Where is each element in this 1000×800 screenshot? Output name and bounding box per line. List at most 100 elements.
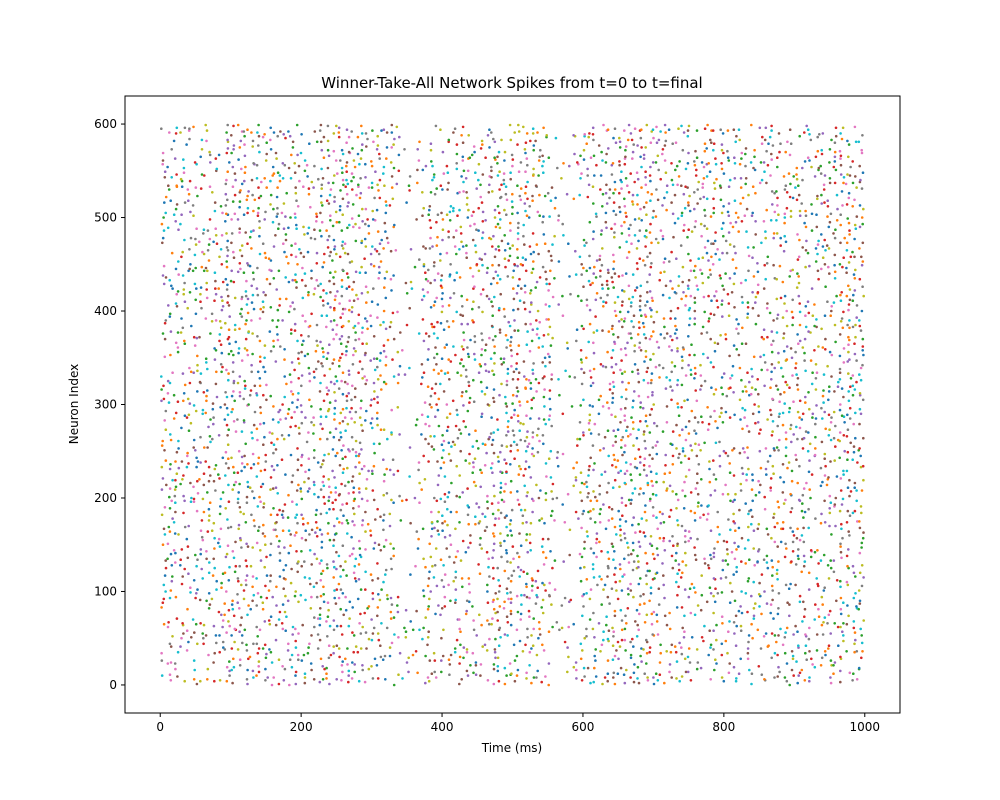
spike-point	[506, 430, 510, 433]
spike-point	[822, 589, 826, 592]
spike-point	[177, 228, 180, 231]
spike-point	[581, 614, 584, 618]
spike-point	[642, 433, 646, 436]
spike-point	[217, 610, 221, 614]
spike-point	[346, 382, 349, 386]
spike-point	[429, 555, 433, 559]
spike-point	[606, 550, 610, 554]
spike-point	[262, 421, 266, 425]
spike-point	[180, 548, 184, 551]
spike-point	[162, 229, 166, 232]
spike-point	[236, 593, 239, 596]
spike-point	[364, 530, 367, 533]
spike-point	[291, 401, 294, 404]
spike-point	[492, 451, 496, 455]
spike-point	[313, 449, 316, 452]
spike-point	[772, 472, 775, 476]
spike-point	[492, 607, 496, 611]
spike-point	[579, 657, 583, 661]
spike-point	[529, 381, 533, 385]
spike-point	[612, 333, 615, 336]
spike-point	[497, 517, 501, 520]
spike-point	[630, 242, 633, 245]
spike-point	[848, 298, 852, 302]
spike-point	[278, 508, 281, 512]
spike-point	[385, 492, 389, 495]
spike-point	[326, 532, 330, 535]
spike-point	[674, 559, 677, 562]
spike-point	[341, 471, 345, 475]
spike-point	[808, 459, 811, 462]
spike-point	[291, 392, 295, 396]
spike-point	[207, 507, 211, 511]
spike-point	[287, 310, 291, 314]
spike-point	[263, 643, 267, 647]
spike-point	[512, 557, 515, 561]
spike-point	[440, 456, 444, 460]
spike-point	[620, 304, 624, 307]
spike-point	[536, 327, 539, 331]
spike-point	[720, 406, 723, 410]
spike-point	[862, 478, 865, 482]
spike-point	[288, 658, 292, 661]
spike-point	[659, 333, 663, 336]
spike-point	[535, 319, 538, 322]
spike-point	[278, 408, 282, 412]
spike-point	[832, 664, 835, 667]
spike-point	[807, 330, 810, 333]
spike-point	[301, 296, 305, 300]
spike-point	[377, 277, 381, 280]
spike-point	[507, 420, 510, 423]
spike-point	[613, 609, 617, 613]
spike-point	[840, 522, 843, 526]
spike-point	[339, 564, 342, 568]
spike-point	[860, 255, 863, 259]
spike-point	[626, 587, 630, 590]
spike-point	[588, 404, 592, 407]
spike-point	[828, 272, 831, 275]
spike-point	[333, 298, 337, 302]
spike-point	[187, 429, 191, 433]
spike-point	[507, 577, 510, 580]
spike-point	[319, 295, 322, 299]
spike-point	[833, 622, 836, 625]
spike-point	[642, 468, 646, 472]
spike-point	[810, 657, 813, 661]
spike-point	[465, 609, 469, 613]
spike-point	[338, 337, 342, 341]
spike-point	[615, 533, 618, 536]
spike-point	[668, 663, 672, 666]
spike-point	[240, 359, 244, 362]
spike-point	[187, 413, 191, 417]
spike-point	[405, 323, 409, 327]
spike-point	[323, 374, 326, 377]
spike-point	[248, 235, 252, 239]
spike-point	[481, 288, 485, 291]
spike-point	[518, 639, 522, 643]
spike-point	[460, 322, 464, 326]
spike-point	[234, 540, 237, 544]
spike-point	[638, 455, 642, 459]
spike-point	[376, 316, 379, 319]
spike-point	[386, 597, 389, 601]
spike-point	[186, 397, 190, 401]
spike-point	[315, 508, 318, 512]
spike-point	[269, 579, 272, 583]
spike-point	[429, 435, 432, 438]
spike-point	[338, 364, 341, 368]
spike-point	[633, 663, 636, 666]
spike-point	[676, 402, 679, 405]
spike-point	[267, 619, 271, 622]
spike-point	[687, 595, 691, 599]
spike-point	[747, 430, 751, 433]
spike-point	[296, 521, 299, 525]
spike-point	[304, 470, 307, 474]
spike-point	[352, 280, 356, 284]
spike-point	[547, 333, 550, 336]
spike-point	[258, 317, 262, 320]
spike-point	[724, 410, 728, 414]
spike-point	[509, 229, 512, 232]
spike-point	[807, 470, 811, 474]
spike-point	[496, 418, 499, 421]
spike-point	[756, 378, 759, 381]
